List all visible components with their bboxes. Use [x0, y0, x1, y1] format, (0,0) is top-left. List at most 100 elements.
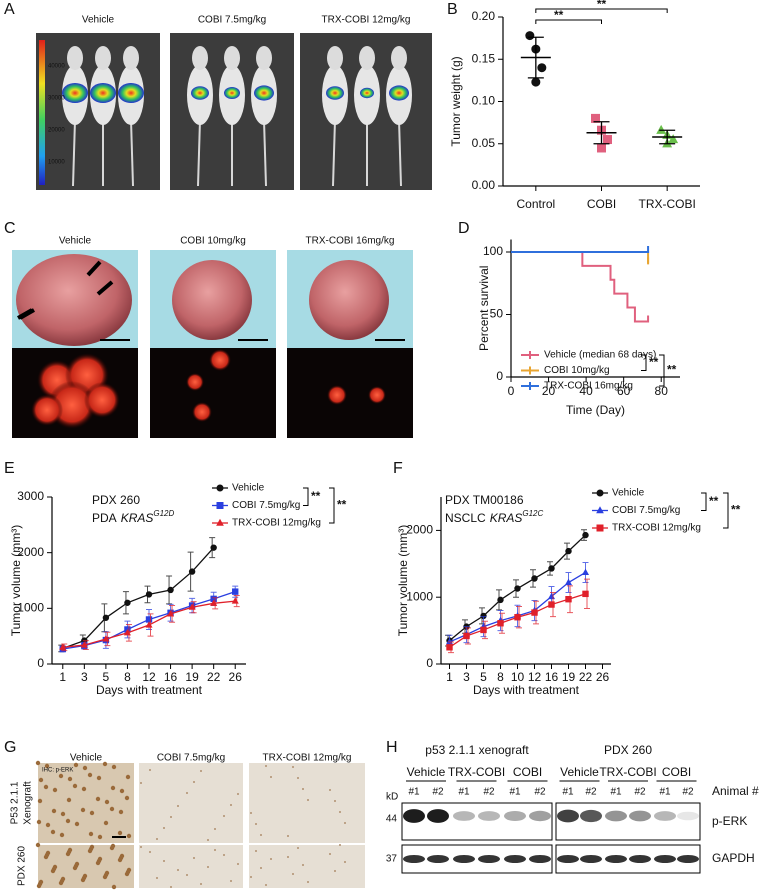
y-tick-label: 0	[496, 369, 503, 383]
panel-label: D	[458, 220, 470, 237]
significance-bracket	[641, 354, 647, 371]
stain-spot	[237, 863, 239, 865]
group-label: TRX-COBI	[448, 765, 505, 779]
stain-spot	[82, 765, 88, 771]
blot-frame	[401, 802, 553, 841]
marker	[210, 599, 218, 606]
x-tick-label: COBI	[587, 197, 616, 211]
group-label: COBI 7.5mg/kg	[157, 753, 225, 764]
y-tick-label: 2000	[17, 545, 44, 559]
fluorescence	[84, 382, 120, 418]
panel-label: B	[447, 1, 458, 18]
marker	[123, 628, 131, 636]
significance-bracket	[303, 487, 309, 506]
significance-bracket	[659, 354, 665, 387]
y-axis-title: Tumor volume (mm³)	[9, 525, 23, 637]
marker	[210, 595, 217, 603]
marker	[525, 31, 535, 41]
significance: **	[649, 355, 659, 369]
stain-spot	[302, 864, 304, 866]
stain-spot	[118, 809, 124, 815]
stain-spot	[60, 811, 66, 817]
mouse-head	[256, 46, 272, 70]
stain-spot	[339, 811, 341, 813]
stain-spot	[297, 847, 299, 849]
stain-spot	[140, 782, 142, 784]
colorbar-tick-label: 20000	[48, 128, 65, 134]
legend-label: TRX-COBI 12mg/kg	[612, 523, 701, 534]
group-label: Vehicle	[407, 765, 446, 779]
band	[629, 810, 651, 822]
stain-spot	[89, 810, 95, 816]
marker	[582, 590, 589, 598]
group-label: Vehicle	[560, 765, 599, 779]
x-tick-label: 80	[655, 384, 669, 398]
y-tick-label: 0.20	[472, 9, 496, 23]
panel-label: G	[4, 739, 16, 756]
stain-spot	[125, 774, 131, 780]
mouse-tail	[72, 119, 76, 187]
row-label: P53 2.1.1	[10, 781, 21, 824]
colorbar	[39, 40, 45, 185]
x-tick-label: 5	[480, 670, 487, 684]
stain-spot	[334, 870, 336, 872]
lung	[172, 260, 252, 340]
stain-spot	[88, 831, 94, 837]
lane-label: #2	[585, 787, 597, 798]
stain-spot	[124, 795, 130, 801]
band	[403, 809, 425, 823]
fluorescence	[327, 385, 347, 405]
significance: **	[337, 498, 347, 512]
y-tick-label: 100	[483, 244, 503, 258]
luminescence	[254, 85, 274, 101]
band	[529, 810, 551, 822]
x-axis-title: Time (Day)	[566, 403, 625, 417]
stain-spot	[104, 799, 110, 805]
y-tick-label: 3000	[17, 489, 44, 503]
stain-spot	[87, 772, 93, 778]
band	[453, 855, 475, 863]
significance: **	[554, 8, 564, 22]
y-tick-label: 1000	[17, 601, 44, 615]
stain-spot	[344, 861, 346, 863]
marker	[145, 621, 153, 628]
x-tick-label: 1	[59, 670, 66, 684]
x-tick-label: 60	[617, 384, 631, 398]
blot-frame	[555, 802, 701, 841]
ihc-image	[139, 763, 243, 843]
band	[654, 811, 676, 821]
legend-label: COBI 7.5mg/kg	[232, 500, 300, 511]
marker-label: 37	[386, 854, 398, 865]
marker	[582, 531, 589, 539]
band	[677, 811, 699, 821]
significance: **	[709, 494, 719, 508]
marker	[565, 596, 572, 603]
marker	[102, 614, 110, 621]
group-label: Vehicle	[70, 753, 103, 764]
stain-spot	[110, 785, 116, 791]
stain-spot	[110, 843, 116, 849]
stain-spot	[103, 820, 109, 826]
x-tick-label: 0	[508, 384, 515, 398]
stain-spot	[292, 766, 294, 768]
marker	[547, 592, 556, 600]
lane-label: #1	[562, 787, 574, 798]
error-bar	[659, 129, 676, 145]
marker	[446, 644, 453, 651]
legend-label: Vehicle (median 68 days)	[544, 350, 656, 361]
marker	[591, 113, 600, 123]
stain-spot	[265, 884, 267, 886]
arrow	[19, 308, 35, 320]
ihc-image	[38, 845, 134, 888]
marker	[167, 586, 174, 594]
y-tick-label: 50	[490, 307, 504, 321]
marker	[548, 565, 555, 572]
stain-spot	[149, 769, 151, 771]
mouse-head	[67, 46, 83, 70]
band	[504, 810, 526, 822]
marker	[480, 612, 487, 620]
significance-bracket	[701, 492, 707, 511]
x-tick-label: 8	[497, 670, 504, 684]
mouse-head	[224, 46, 240, 70]
marker	[145, 591, 153, 598]
